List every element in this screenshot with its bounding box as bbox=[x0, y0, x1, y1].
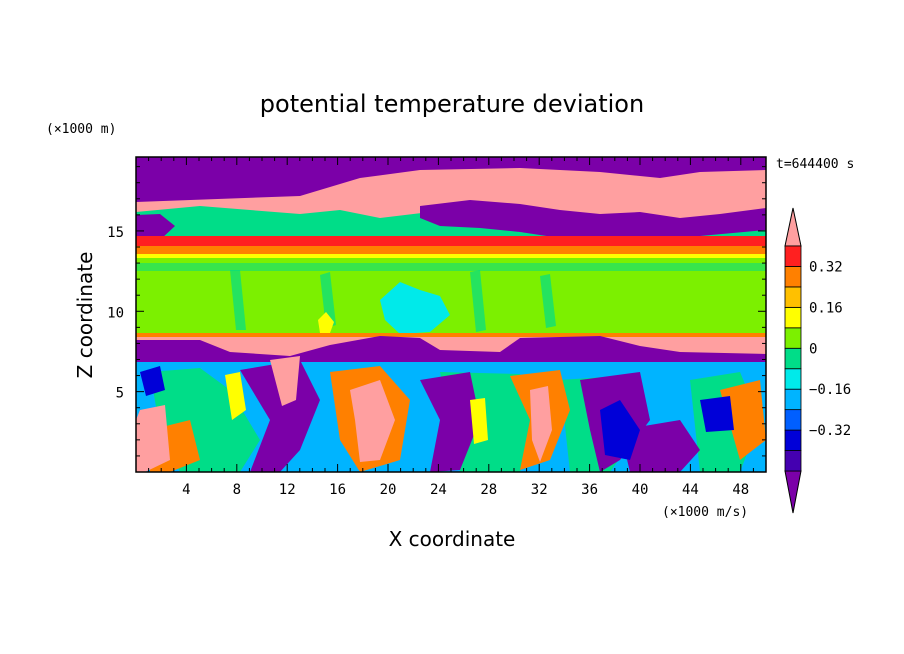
time-label: t=644400 s bbox=[776, 157, 854, 172]
x-axis: 4 8 12 16 20 24 28 32 36 40 44 48 bbox=[148, 157, 754, 498]
y-axis-label: Z coordinate bbox=[73, 252, 97, 379]
x-tick-label: 36 bbox=[581, 482, 598, 498]
x-tick-label: 20 bbox=[380, 482, 397, 498]
field-yellow-spot bbox=[318, 312, 334, 333]
colorbar-swatch bbox=[784, 327, 802, 349]
colorbar-swatch bbox=[784, 347, 802, 370]
colorbar-swatch bbox=[784, 409, 802, 431]
colorbar-label: −0.32 bbox=[809, 423, 851, 439]
y-unit-label: (×1000 m) bbox=[46, 122, 116, 137]
colorbar-label: 0.32 bbox=[809, 259, 843, 275]
field-turb-purple bbox=[240, 360, 700, 472]
x-tick-label: 12 bbox=[279, 482, 296, 498]
colorbar-label: 0 bbox=[809, 341, 817, 357]
x-tick-label: 24 bbox=[430, 482, 447, 498]
colorbar-swatch bbox=[784, 368, 802, 390]
field-cyan-patch bbox=[380, 282, 450, 334]
colorbar-swatch bbox=[784, 388, 802, 411]
x-tick-label: 4 bbox=[182, 482, 190, 498]
colorbar-cap-bottom bbox=[784, 470, 802, 514]
colorbar: 0.32 0.16 0 −0.16 −0.32 bbox=[784, 207, 851, 514]
x-tick-label: 40 bbox=[632, 482, 649, 498]
colorbar-label: −0.16 bbox=[809, 382, 851, 398]
colorbar-swatch bbox=[784, 306, 802, 329]
x-axis-label: X coordinate bbox=[389, 527, 516, 551]
field-lower-orange bbox=[136, 333, 766, 337]
colorbar-swatch bbox=[784, 450, 802, 472]
x-unit-label: (×1000 m/s) bbox=[662, 505, 748, 520]
field-teal-streaks bbox=[230, 270, 556, 332]
colorbar-cap-top bbox=[784, 207, 802, 247]
colorbar-swatch bbox=[784, 286, 802, 308]
plot-area bbox=[136, 157, 766, 472]
field-green-band-dark bbox=[136, 263, 766, 271]
x-tick-label: 8 bbox=[233, 482, 241, 498]
field-turb-blue bbox=[140, 366, 734, 460]
y-tick-label: 5 bbox=[116, 386, 124, 402]
colorbar-label: 0.16 bbox=[809, 300, 843, 316]
x-tick-label: 32 bbox=[531, 482, 548, 498]
field-yellow-band bbox=[136, 254, 766, 258]
colorbar-swatch bbox=[784, 429, 802, 451]
x-tick-label: 44 bbox=[682, 482, 699, 498]
x-tick-label: 16 bbox=[329, 482, 346, 498]
x-tick-label: 28 bbox=[480, 482, 497, 498]
y-tick-label: 10 bbox=[107, 305, 124, 321]
y-axis: 5 10 15 bbox=[107, 166, 766, 457]
x-tick-label: 48 bbox=[732, 482, 749, 498]
colorbar-swatch bbox=[784, 266, 802, 288]
y-tick-label: 15 bbox=[107, 225, 124, 241]
chart-title: potential temperature deviation bbox=[260, 90, 644, 118]
colorbar-swatch bbox=[784, 245, 802, 267]
field-orange-band bbox=[136, 246, 766, 254]
field-top-purple-blob bbox=[420, 200, 766, 242]
